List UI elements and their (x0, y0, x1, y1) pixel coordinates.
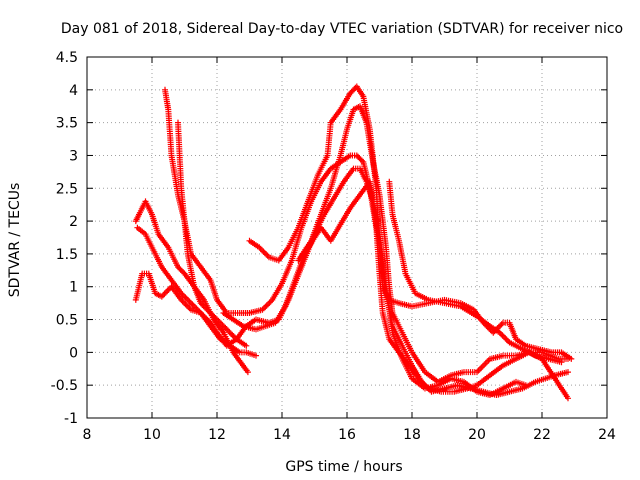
y-tick-label: 0.5 (56, 313, 78, 329)
tick-layer: 8 10 12 14 16 18 20 22 24 -1 -0.5 0 0.5 1 1.5 2 2.5 3 3.5 4… (51, 50, 616, 443)
series-markers (220, 178, 529, 398)
series-markers (386, 178, 565, 366)
series-track-7 (295, 103, 571, 402)
series-track-9 (220, 178, 529, 398)
x-tick-label: 8 (83, 427, 92, 443)
series-markers (295, 103, 571, 402)
y-tick-label: -1 (64, 411, 78, 427)
series-track-8 (386, 178, 565, 366)
y-tick-label: 3 (69, 148, 78, 164)
y-tick-label: 4 (69, 83, 78, 99)
y-tick-label: 4.5 (56, 50, 78, 66)
x-tick-label: 10 (143, 427, 161, 443)
y-tick-label: 2.5 (56, 181, 78, 197)
y-tick-label: 0 (69, 345, 78, 361)
x-tick-label: 22 (533, 427, 551, 443)
grid-layer (87, 57, 607, 418)
x-tick-label: 14 (273, 427, 291, 443)
x-tick-label: 20 (468, 427, 486, 443)
x-tick-label: 16 (338, 427, 356, 443)
y-tick-label: 3.5 (56, 116, 78, 132)
x-tick-label: 12 (208, 427, 226, 443)
y-tick-label: 1 (69, 280, 78, 296)
series-track-4 (134, 224, 259, 359)
data-layer (132, 83, 575, 402)
y-tick-label: -0.5 (51, 378, 78, 394)
chart-title: Day 081 of 2018, Sidereal Day-to-day VTE… (61, 21, 623, 37)
y-tick-label: 2 (69, 214, 78, 230)
x-tick-label: 18 (403, 427, 421, 443)
series-markers (246, 83, 575, 362)
x-tick-label: 24 (598, 427, 616, 443)
series-track-5 (175, 119, 250, 349)
series-markers (175, 119, 250, 349)
plot-frame (86, 56, 608, 419)
series-markers (134, 224, 259, 359)
series-track-6 (246, 83, 575, 362)
y-axis-label: SDTVAR / TECUs (7, 183, 23, 298)
x-axis-label: GPS time / hours (285, 459, 402, 475)
y-tick-label: 1.5 (56, 247, 78, 263)
